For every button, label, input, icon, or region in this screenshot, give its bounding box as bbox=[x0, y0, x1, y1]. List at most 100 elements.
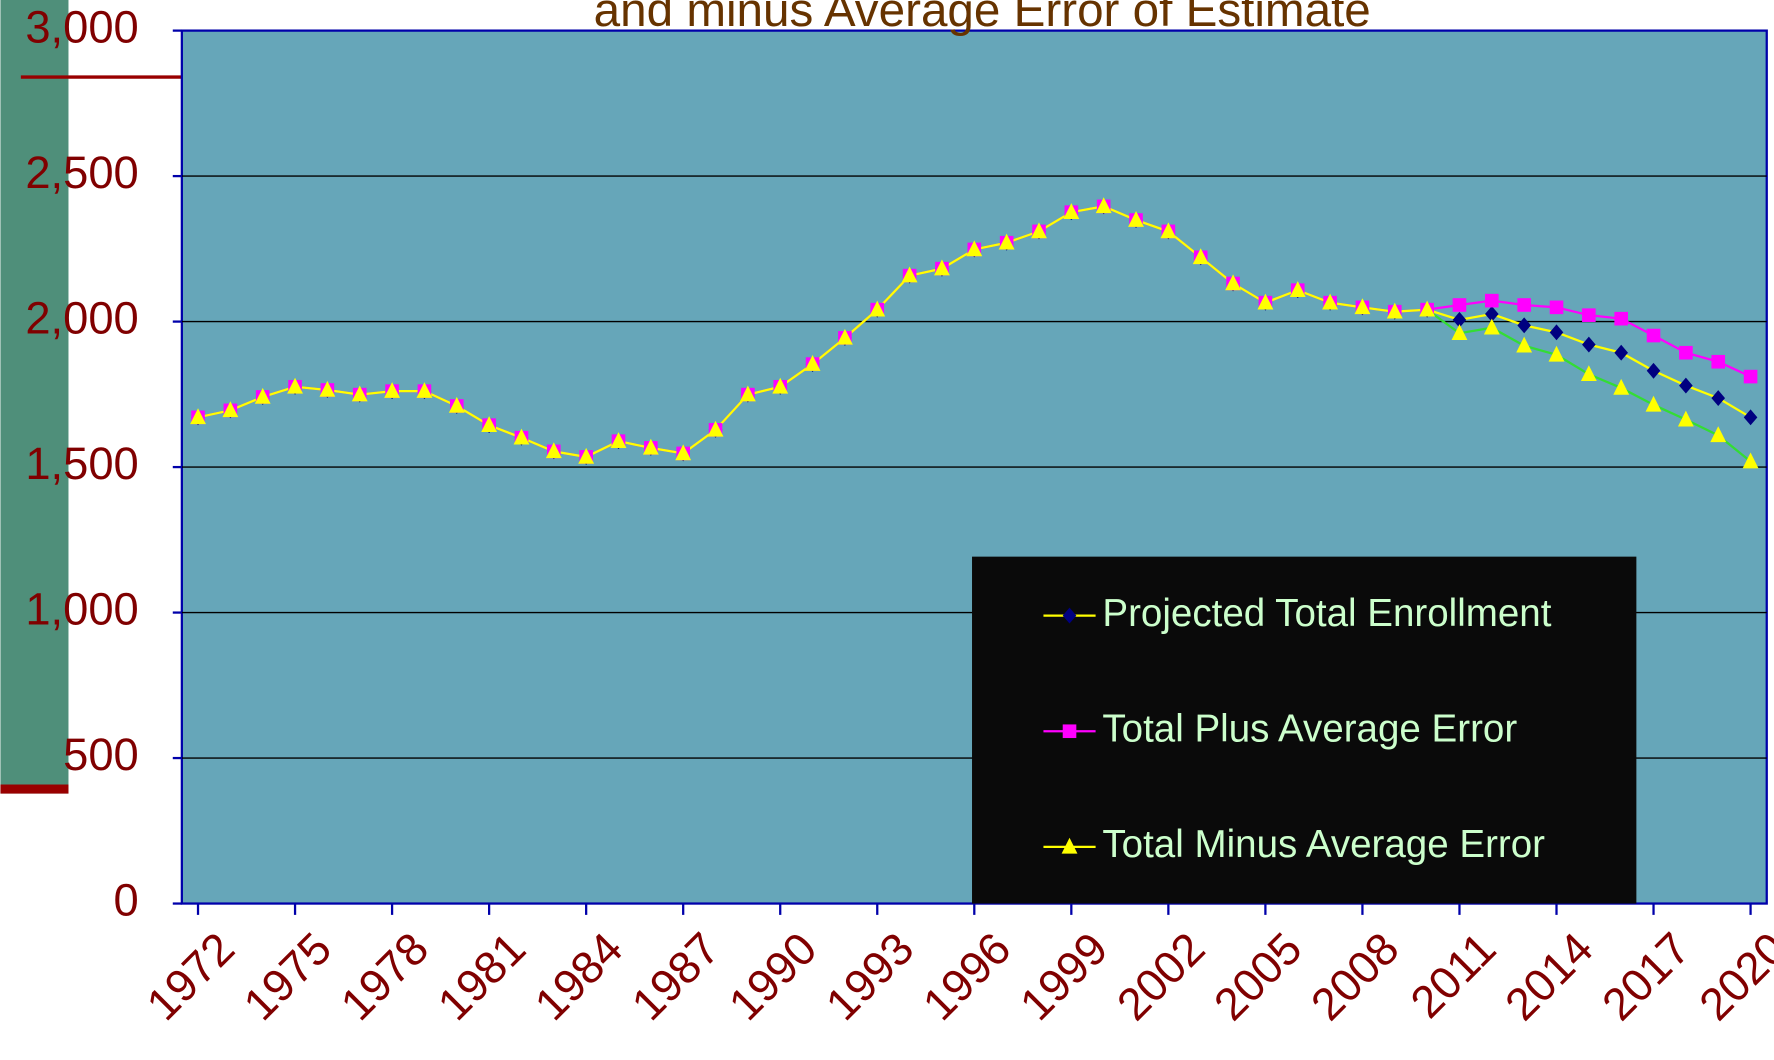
point bbox=[642, 438, 659, 455]
x-tick-label: 1999 bbox=[1010, 923, 1117, 1030]
x-tick-label: 2008 bbox=[1301, 923, 1408, 1030]
point bbox=[1386, 302, 1403, 319]
side-band bbox=[0, 0, 69, 794]
point bbox=[998, 233, 1015, 250]
legend-label: Projected Total Enrollment bbox=[1102, 592, 1551, 635]
point bbox=[869, 300, 886, 317]
point bbox=[1419, 300, 1436, 317]
chart-title: and minus Average Error of Estimate bbox=[594, 0, 1371, 37]
point bbox=[384, 382, 401, 398]
x-tick-label: 2020 bbox=[1689, 923, 1774, 1030]
point bbox=[481, 416, 498, 432]
point bbox=[319, 380, 336, 397]
point bbox=[934, 259, 950, 276]
point bbox=[1485, 306, 1499, 322]
point bbox=[804, 355, 821, 371]
legend-label: Total Plus Average Error bbox=[1102, 707, 1517, 750]
point bbox=[578, 447, 595, 464]
point bbox=[1485, 293, 1499, 308]
point bbox=[1517, 298, 1531, 312]
point bbox=[1711, 354, 1726, 369]
point bbox=[1645, 395, 1662, 412]
point bbox=[1031, 222, 1047, 239]
point bbox=[1743, 409, 1758, 426]
y-tick-label: 1,000 bbox=[25, 584, 138, 635]
point bbox=[416, 382, 433, 398]
x-tick-label: 2014 bbox=[1495, 923, 1602, 1030]
point bbox=[1742, 452, 1759, 469]
x-tick-label: 1984 bbox=[525, 923, 632, 1030]
point bbox=[1095, 197, 1112, 214]
point bbox=[1322, 293, 1339, 310]
point bbox=[707, 420, 724, 437]
point bbox=[1614, 344, 1628, 361]
x-tick-label: 2017 bbox=[1592, 923, 1699, 1030]
legend-label: Total Minus Average Error bbox=[1102, 823, 1545, 866]
y-tick-label: 1,500 bbox=[25, 438, 138, 489]
point bbox=[1679, 345, 1693, 360]
point bbox=[1743, 369, 1758, 384]
point bbox=[1580, 365, 1597, 382]
point bbox=[1516, 336, 1533, 353]
point bbox=[1582, 336, 1596, 353]
x-tick-label: 1972 bbox=[137, 923, 244, 1030]
x-tick-label: 1987 bbox=[622, 923, 729, 1030]
y-tick-label: 2,000 bbox=[25, 293, 138, 344]
point bbox=[1160, 222, 1177, 239]
point bbox=[1549, 300, 1564, 315]
point bbox=[1061, 837, 1078, 854]
y-tick-label: 500 bbox=[63, 729, 139, 780]
point bbox=[739, 385, 756, 402]
point bbox=[836, 328, 853, 345]
x-tick-label: 2011 bbox=[1401, 923, 1506, 1028]
point bbox=[513, 428, 530, 445]
point bbox=[448, 396, 465, 413]
point bbox=[1257, 293, 1274, 310]
point bbox=[1452, 298, 1467, 312]
point bbox=[772, 377, 789, 394]
point bbox=[1063, 203, 1080, 219]
x-tick-label: 1978 bbox=[331, 923, 438, 1030]
x-tick-label: 1981 bbox=[428, 923, 535, 1030]
y-tick-label: 0 bbox=[114, 875, 139, 926]
legend: Projected Total Enrollment Total Plus Ave… bbox=[972, 556, 1637, 904]
point bbox=[1549, 324, 1564, 341]
point bbox=[1582, 308, 1596, 322]
point bbox=[1062, 607, 1077, 624]
x-tick-label: 1975 bbox=[234, 923, 341, 1030]
point bbox=[1483, 318, 1500, 335]
point bbox=[1646, 362, 1661, 379]
point bbox=[545, 442, 562, 459]
point bbox=[1613, 378, 1630, 395]
x-tick-label: 1990 bbox=[719, 923, 826, 1030]
point bbox=[1614, 311, 1628, 326]
point bbox=[1548, 345, 1565, 362]
point bbox=[1192, 248, 1209, 265]
x-tick-label: 1996 bbox=[913, 923, 1020, 1030]
point bbox=[1354, 298, 1371, 315]
series-group bbox=[190, 197, 1759, 469]
point bbox=[190, 408, 206, 425]
y-tick-label: 3,000 bbox=[25, 2, 138, 53]
point bbox=[351, 385, 368, 402]
point bbox=[1289, 281, 1306, 297]
point bbox=[287, 377, 303, 394]
point bbox=[222, 401, 239, 418]
point bbox=[1451, 324, 1468, 341]
point bbox=[1517, 317, 1531, 334]
point bbox=[1062, 724, 1077, 739]
point bbox=[901, 266, 918, 283]
point bbox=[1646, 328, 1661, 343]
point bbox=[610, 432, 627, 448]
point bbox=[1677, 410, 1694, 427]
point bbox=[1225, 274, 1241, 291]
point bbox=[254, 387, 271, 404]
x-tick-label: 1993 bbox=[816, 923, 923, 1030]
point bbox=[1710, 426, 1727, 443]
y-tick-label: 2,500 bbox=[25, 147, 138, 198]
point bbox=[1452, 311, 1467, 328]
point bbox=[966, 240, 983, 257]
accent-bar bbox=[0, 784, 69, 794]
